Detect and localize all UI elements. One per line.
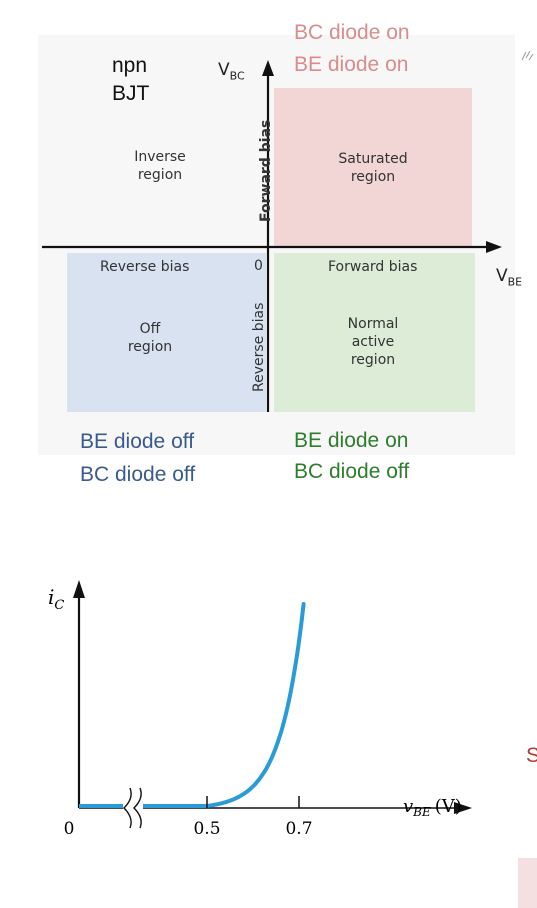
y-axis-label: VBC (218, 60, 245, 82)
saturation-annotation-line1: BC diode on (294, 21, 410, 44)
device-type-line1: npn (112, 54, 148, 77)
curve-y-label-main: i (48, 585, 54, 609)
x-axis-label: VBE (496, 266, 522, 288)
inverse-region-line1: Inverse (134, 149, 186, 165)
off-region-line2: region (127, 339, 173, 355)
edge-pink-block (518, 858, 537, 908)
saturated-region-fill (274, 88, 472, 247)
curve-x-label-sub: BE (412, 805, 431, 819)
saturated-region-line2: region (350, 169, 396, 185)
saturation-annotation-line2: BE diode on (294, 53, 409, 76)
active-region-label: Normal active region (323, 315, 423, 369)
saturated-region-label: Saturated region (323, 150, 423, 186)
active-region-line2: active (351, 334, 395, 350)
y-axis-label-sub: BC (229, 69, 245, 83)
curve-x-axis-label: vBE (V) (403, 796, 462, 819)
transfer-curve-chart: 0 0.5 0.7 iC vBE (V) (48, 580, 472, 839)
curve-series-line (205, 602, 306, 808)
active-annotation-line2: BC diode off (294, 460, 410, 483)
saturated-region-line1: Saturated (338, 151, 408, 167)
vbc-forward-bias-label: Forward bias (258, 119, 274, 222)
vbe-reverse-bias-label: Reverse bias (100, 259, 190, 275)
active-annotation-line1: BE diode on (294, 429, 409, 452)
off-region-line1: Off (139, 321, 161, 337)
curve-layer (79, 602, 306, 808)
cutoff-annotation-line1: BE diode off (80, 430, 195, 453)
axis-break-icon (123, 787, 143, 829)
x-tick-label: 0.5 (193, 819, 220, 839)
device-type-line2: BJT (112, 82, 150, 105)
inverse-region-label: Inverse region (110, 148, 210, 184)
x-axis-label-sub: BE (507, 275, 523, 289)
y-axis-label-main: V (218, 60, 230, 80)
corner-scribble (521, 50, 534, 61)
active-region-line1: Normal (347, 316, 399, 332)
off-region-fill (67, 253, 266, 412)
off-region-label: Off region (100, 320, 200, 356)
origin-label: 0 (254, 258, 263, 274)
curve-y-axis-label: iC (48, 585, 64, 613)
curve-y-label-sub: C (54, 598, 64, 613)
edge-letter: S (526, 744, 537, 767)
curve-x-label-unit: (V) (435, 796, 462, 817)
x-axis-label-main: V (496, 266, 508, 286)
inverse-region-line2: region (137, 167, 183, 183)
vbc-reverse-bias-label: Reverse bias (251, 302, 267, 392)
active-region-line3: region (350, 352, 396, 368)
vbe-forward-bias-label: Forward bias (328, 259, 418, 275)
x-tick-label: 0.7 (285, 819, 312, 839)
tick-layer: 0 0.5 0.7 (64, 796, 313, 839)
chart-axes (73, 580, 472, 814)
quadrant-axes (42, 60, 502, 412)
curve-x-label-main: v (403, 796, 413, 817)
x-tick-label: 0 (64, 819, 75, 839)
active-region-fill (274, 253, 475, 412)
cutoff-annotation-line2: BC diode off (80, 463, 196, 486)
